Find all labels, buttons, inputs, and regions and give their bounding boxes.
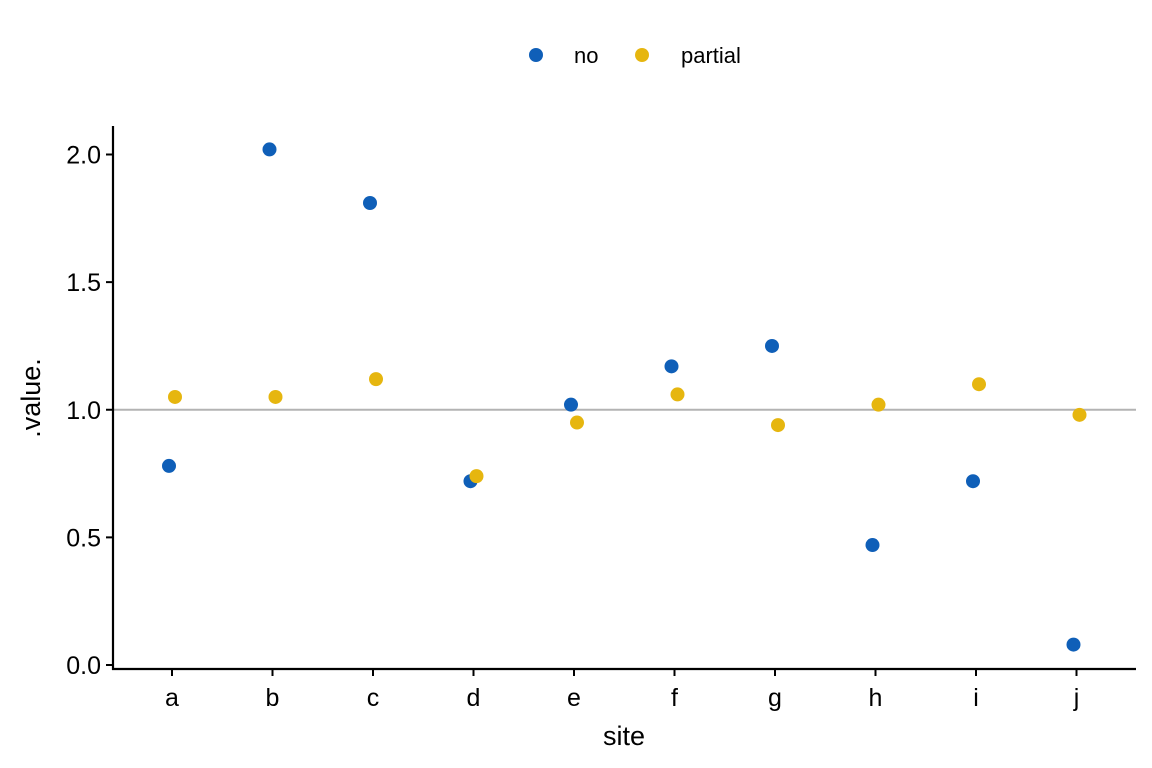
data-point-partial [168,389,182,404]
axes: 0.0 0.5 1.0 1.5 2.0 a b c d e f g h i j [66,126,1136,712]
y-tick-label: 1.5 [66,269,101,297]
data-point-no [1066,637,1081,652]
data-point-no [162,458,176,473]
y-tick-label: 2.0 [66,142,101,170]
legend-marker-partial [635,48,649,62]
y-tick-label: 0.5 [66,524,101,552]
y-axis-title: .value. [16,358,46,438]
x-tick-label: g [768,684,782,712]
x-tick-label: h [869,684,883,712]
data-point-no [564,397,578,412]
data-point-partial [771,418,785,433]
data-point-partial [268,389,283,404]
data-point-partial [972,377,986,392]
x-tick-label: i [973,684,979,712]
x-axis-title: site [603,721,645,751]
data-point-no [765,338,779,353]
legend-label-no: no [574,43,598,68]
data-point-partial [670,387,685,402]
x-tick-label: j [1073,684,1080,712]
data-point-partial [570,415,584,430]
data-point-no [664,359,679,374]
data-point-no [262,142,277,157]
data-point-partial [1072,407,1087,422]
x-tick-label: a [165,684,179,712]
data-point-no [363,195,377,210]
y-tick-label: 1.0 [66,397,101,425]
x-tick-label: c [367,684,380,712]
x-tick-label: e [567,684,581,712]
legend-marker-no [529,48,543,62]
legend: no partial [529,43,741,68]
x-tick-label: b [266,684,280,712]
legend-label-partial: partial [681,43,741,68]
data-point-no [966,474,980,489]
x-tick-label: f [671,684,678,712]
data-point-no [865,538,880,553]
data-point-partial [369,372,383,387]
data-point-partial [469,469,484,484]
y-tick-label: 0.0 [66,652,101,680]
data-points [162,142,1087,652]
data-point-partial [871,397,886,412]
x-tick-label: d [467,684,481,712]
